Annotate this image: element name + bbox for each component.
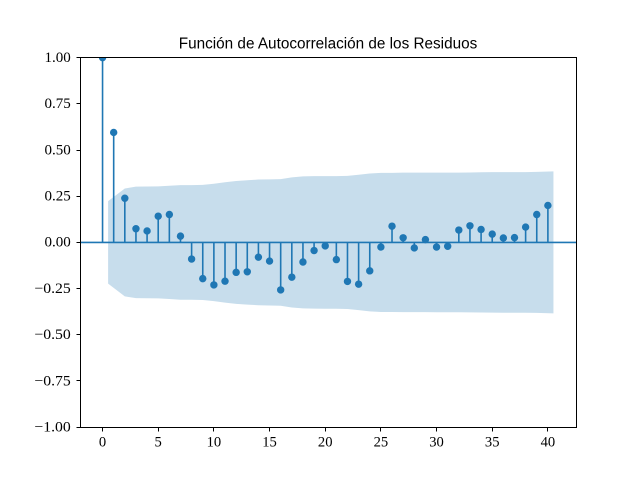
- svg-text:0.75: 0.75: [45, 96, 71, 112]
- svg-text:−0.75: −0.75: [34, 373, 70, 389]
- svg-text:10: 10: [207, 435, 222, 451]
- svg-text:35: 35: [485, 435, 500, 451]
- svg-text:5: 5: [155, 435, 162, 451]
- svg-text:0.25: 0.25: [45, 189, 71, 205]
- svg-text:Función de Autocorrelación de: Función de Autocorrelación de los Residu…: [179, 35, 478, 52]
- svg-text:15: 15: [262, 435, 277, 451]
- svg-text:−0.50: −0.50: [34, 327, 70, 343]
- svg-text:0.50: 0.50: [45, 142, 71, 158]
- svg-text:20: 20: [318, 435, 333, 451]
- svg-text:25: 25: [374, 435, 389, 451]
- svg-text:0: 0: [99, 435, 106, 451]
- svg-text:0.00: 0.00: [45, 235, 71, 251]
- svg-text:40: 40: [541, 435, 556, 451]
- svg-text:1.00: 1.00: [45, 50, 71, 66]
- svg-text:−0.25: −0.25: [34, 281, 70, 297]
- svg-text:−1.00: −1.00: [34, 420, 70, 436]
- svg-text:30: 30: [429, 435, 444, 451]
